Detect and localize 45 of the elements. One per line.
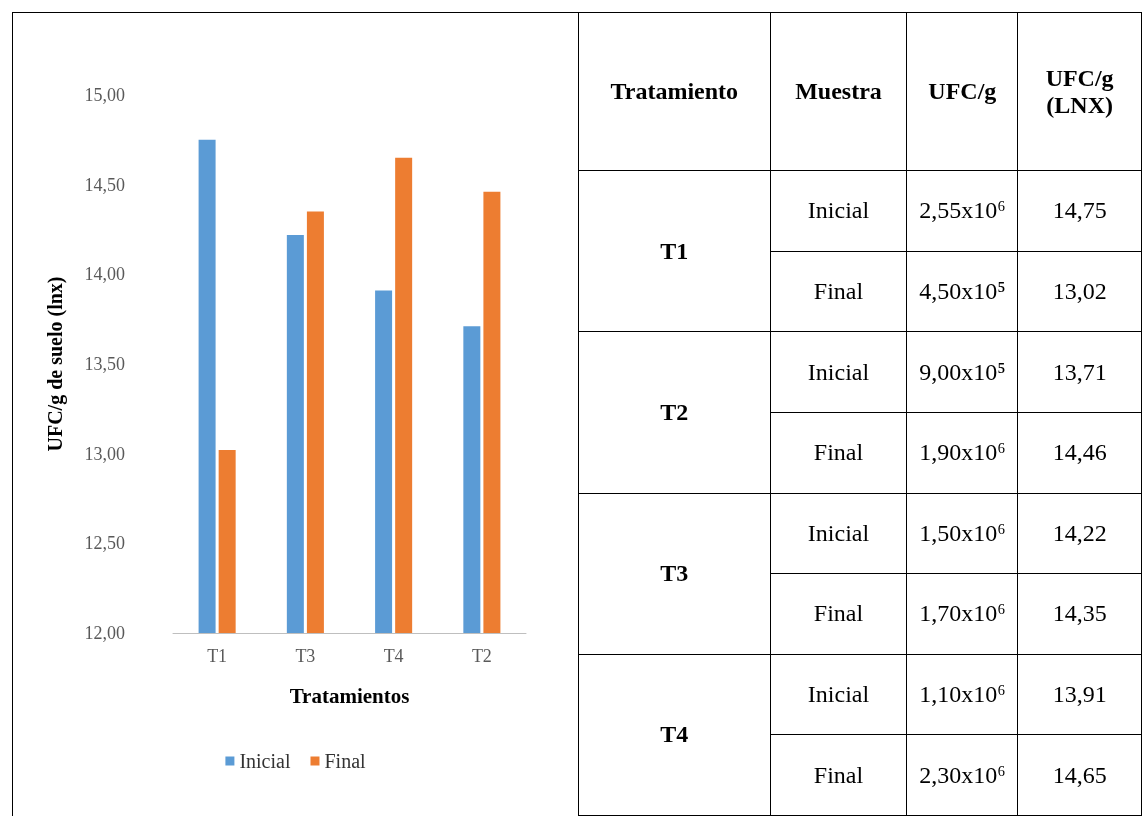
y-tick-label: 13,00: [84, 443, 125, 464]
text: 9,00x10⁵: [906, 331, 1018, 413]
x-axis-title: Tratamientos: [289, 683, 410, 708]
text: 14,46: [1017, 412, 1142, 493]
y-tick-label: 12,50: [84, 533, 125, 554]
text: Final: [770, 251, 907, 332]
y-tick-label: 15,00: [84, 85, 125, 105]
x-tick-label: T2: [471, 646, 492, 666]
x-tick-label: T3: [295, 646, 316, 666]
y-tick-label: 12,00: [84, 623, 125, 643]
text: 1,50x10⁶: [906, 493, 1018, 574]
text: 14,65: [1017, 734, 1142, 816]
text: Final: [770, 734, 907, 816]
text: 14,22: [1017, 493, 1142, 574]
y-tick-label: 14,00: [84, 264, 125, 285]
text: 2,30x10⁶: [906, 734, 1018, 816]
y-tick-label: 14,50: [84, 174, 125, 195]
text: Final: [770, 573, 907, 655]
text: Tratamiento: [578, 12, 771, 171]
text: Final: [770, 412, 907, 493]
x-tick-label: T4: [383, 646, 404, 666]
legend-label: Inicial: [239, 750, 291, 772]
text: Muestra: [770, 12, 907, 171]
text: Inicial: [770, 170, 907, 252]
text: 1,70x10⁶: [906, 573, 1018, 655]
text: Inicial: [770, 654, 907, 735]
y-axis-title: UFC/g de suelo (lnx): [44, 276, 67, 452]
text: 13,02: [1017, 251, 1142, 332]
text: 14,35: [1017, 573, 1142, 655]
text: Inicial: [770, 331, 907, 413]
text: 4,50x10⁵: [906, 251, 1018, 332]
text: UFC/g (LNX): [1017, 12, 1142, 171]
text: 13,91: [1017, 654, 1142, 735]
x-tick-label: T1: [207, 646, 228, 666]
text: T2: [578, 331, 771, 493]
y-tick-label: 13,50: [84, 354, 125, 374]
text: 13,71: [1017, 331, 1142, 413]
text: T1: [578, 170, 771, 332]
text: UFC/g: [906, 12, 1018, 171]
text: 1,90x10⁶: [906, 412, 1018, 493]
text: 14,75: [1017, 170, 1142, 252]
legend-label: Final: [324, 750, 367, 772]
text: Inicial: [770, 493, 907, 574]
text: 1,10x10⁶: [906, 654, 1018, 735]
text: 2,55x10⁶: [906, 170, 1018, 252]
